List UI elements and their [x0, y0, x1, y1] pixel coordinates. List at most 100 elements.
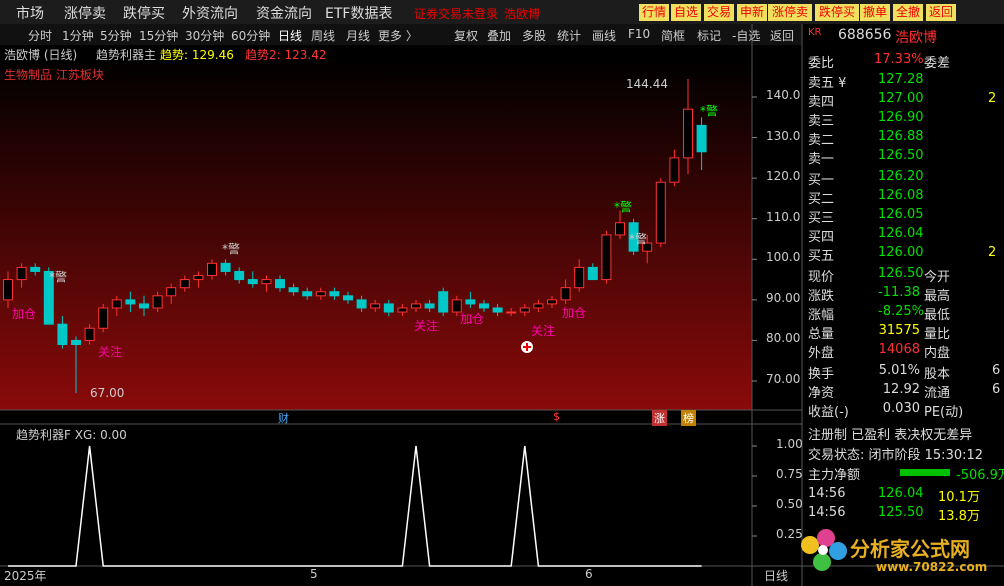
stock-name: 浩欧博: [504, 7, 541, 21]
label: 现价: [808, 270, 835, 285]
tool-button[interactable]: 画线: [592, 29, 617, 43]
tool-button[interactable]: 简框: [661, 29, 686, 43]
candle-body: [370, 303, 381, 309]
candle-body: [302, 291, 313, 297]
tool-button[interactable]: 返回: [770, 29, 795, 43]
tool-button[interactable]: 统计: [557, 29, 582, 43]
chart-annotation: 关注: [414, 319, 439, 333]
label: 买一: [808, 173, 835, 188]
candle-body: [696, 124, 707, 153]
candle-body: [43, 270, 54, 325]
x-label: 2025年: [4, 569, 47, 583]
trend2-value: 趋势2: 123.42: [245, 48, 327, 62]
label: 净资: [808, 386, 835, 401]
bid-price: 126.08: [878, 188, 924, 203]
menu-item[interactable]: 外资流向: [182, 6, 238, 22]
menu-button[interactable]: 涨停卖: [768, 4, 812, 21]
menu-button[interactable]: 返回: [926, 4, 956, 21]
period-tab[interactable]: 日线: [278, 29, 303, 43]
chart-annotation: *警: [700, 104, 719, 118]
indicator-title: 趋势利器F XG: 0.00: [16, 428, 127, 442]
candle-body: [574, 266, 585, 289]
chart-annotation: 加仓: [562, 306, 587, 320]
tick-time: 14:56: [808, 505, 846, 520]
plus-icon: [523, 343, 531, 351]
watermark-url: www.70822.com: [876, 560, 988, 574]
indicator-name: 趋势利器主: [96, 48, 157, 62]
candle-body: [288, 287, 299, 293]
bid-price: 126.05: [878, 207, 924, 222]
y-tick-label: 100.0: [766, 250, 801, 265]
chart-annotation: *警: [222, 242, 241, 256]
period-tab[interactable]: 30分钟: [185, 29, 225, 43]
tool-button[interactable]: F10: [628, 27, 651, 41]
candle-body: [465, 299, 476, 305]
menu-button[interactable]: 自选: [671, 4, 701, 21]
menu-item[interactable]: 市场: [16, 6, 44, 22]
ask-price: 127.28: [878, 72, 924, 87]
candle-body: [356, 299, 367, 309]
label: 买四: [808, 230, 835, 245]
label: 委差: [924, 56, 951, 71]
candle-body: [125, 299, 136, 305]
period-tab[interactable]: 分时: [28, 29, 53, 43]
candle-body: [451, 299, 462, 313]
menu-item[interactable]: 跌停买: [123, 6, 165, 22]
label: 今开: [924, 270, 951, 285]
chart-annotation: 关注: [531, 324, 556, 338]
period-tab[interactable]: 1分钟: [62, 29, 94, 43]
period-tab[interactable]: 15分钟: [139, 29, 179, 43]
y-tick-label: 0.50: [776, 497, 803, 511]
label: 买五: [808, 249, 835, 264]
stock-name: 浩欧博: [895, 30, 937, 46]
market-tag: KR: [808, 27, 822, 38]
candle-body: [424, 303, 435, 309]
chart-annotation: 67.00: [90, 386, 125, 400]
tool-button[interactable]: 多股: [522, 29, 547, 43]
period-tab[interactable]: 周线: [311, 29, 336, 43]
period-tab[interactable]: 月线: [346, 29, 371, 43]
chart-annotation: *警: [629, 232, 648, 246]
x-label: 5: [310, 567, 318, 581]
ask-price: 126.90: [878, 110, 924, 125]
menu-button[interactable]: 行情: [639, 4, 669, 21]
tool-button[interactable]: 复权: [454, 29, 479, 43]
stock-code: 688656: [838, 27, 892, 43]
y-tick-label: 0.25: [776, 527, 803, 541]
event-marker: 涨: [652, 410, 667, 426]
label: 卖二: [808, 133, 835, 148]
value: 6: [992, 382, 1001, 397]
chart-annotation: *警: [614, 200, 633, 214]
label: 股本: [924, 367, 951, 382]
chart-annotation: 加仓: [460, 312, 485, 326]
menu-button[interactable]: 申新: [737, 4, 767, 21]
candle-body: [506, 311, 517, 314]
period-tab[interactable]: 更多 〉: [378, 29, 418, 43]
candle-body: [587, 266, 598, 281]
candle-body: [329, 291, 340, 297]
menu-item[interactable]: 资金流向: [256, 6, 312, 22]
candle-body: [193, 275, 204, 281]
menu-button[interactable]: 跌停买: [815, 4, 859, 21]
tool-button[interactable]: 标记: [697, 29, 722, 43]
candle-body: [152, 295, 163, 309]
candle-body: [111, 299, 122, 309]
period-tab[interactable]: 5分钟: [100, 29, 132, 43]
y-tick-label: 0.75: [776, 467, 803, 481]
menu-item[interactable]: ETF数据表: [325, 6, 393, 22]
menu-button[interactable]: 撤单: [860, 4, 890, 21]
login-status: 证券交易未登录: [414, 7, 499, 21]
bid-price: 126.04: [878, 226, 924, 241]
menu-button[interactable]: 全撤: [893, 4, 923, 21]
candle-body: [601, 234, 612, 281]
candle-body: [71, 339, 81, 345]
y-tick-label: 90.00: [766, 290, 801, 305]
bid-price: 126.20: [878, 169, 924, 184]
tool-button[interactable]: -自选: [732, 29, 761, 43]
value: 0.030: [882, 401, 920, 416]
menu-item[interactable]: 涨停卖: [64, 6, 106, 22]
tool-button[interactable]: 叠加: [487, 29, 512, 43]
menu-button[interactable]: 交易: [704, 4, 734, 21]
period-tab[interactable]: 60分钟: [231, 29, 271, 43]
candle-body: [139, 303, 149, 309]
